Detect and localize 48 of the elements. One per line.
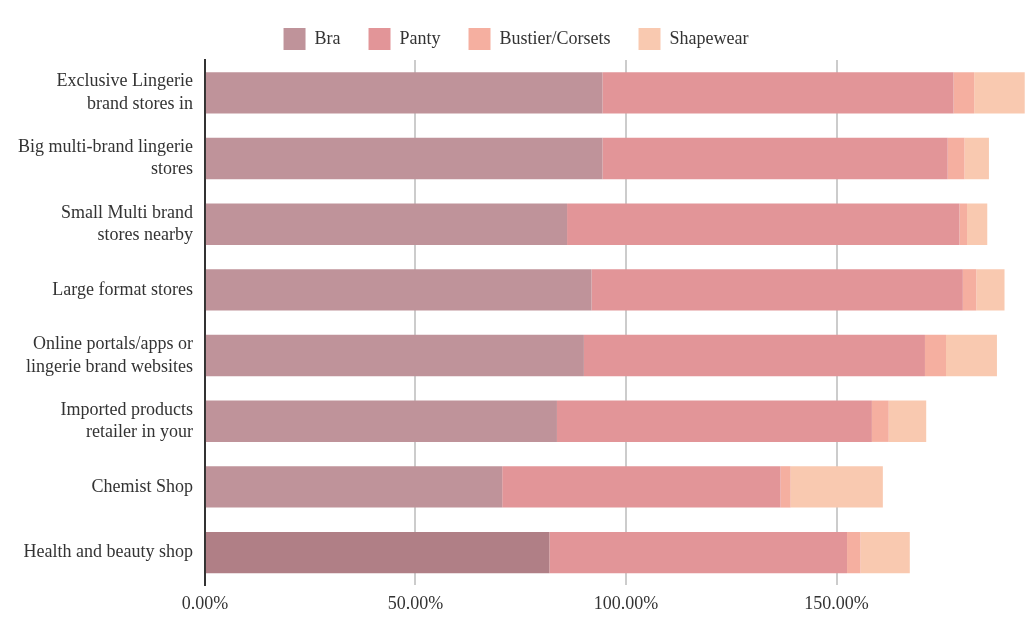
y-tick-label: Big multi-brand lingerie stores — [18, 136, 193, 179]
bar — [502, 466, 781, 508]
y-tick-label: Imported products retailer in your — [60, 398, 193, 442]
y-tick-label: Health and beauty shop — [23, 541, 193, 562]
legend-label: Bra — [314, 27, 341, 48]
bar — [959, 203, 968, 245]
bar — [556, 400, 872, 442]
y-tick-label: Online portals/apps or lingerie brand websites — [26, 333, 193, 376]
bar — [205, 269, 592, 311]
x-tick-label: 150.00% — [804, 592, 869, 613]
bar — [205, 203, 568, 245]
bar — [871, 400, 889, 442]
bar — [976, 269, 1005, 311]
bar — [924, 334, 946, 377]
bar — [549, 531, 848, 574]
bar — [953, 72, 975, 114]
bar — [790, 466, 883, 508]
bar — [967, 203, 988, 245]
bar — [567, 203, 960, 245]
x-tick-label: 0.00% — [181, 592, 229, 613]
legend-label: Shapewear — [669, 27, 749, 48]
bar — [964, 137, 989, 180]
y-tick-label: Small Multi brand stores nearby — [60, 201, 193, 245]
bar — [205, 400, 557, 442]
bar — [591, 269, 963, 311]
bar — [205, 334, 584, 377]
bar — [947, 137, 965, 180]
y-tick-label: Large format stores — [52, 278, 193, 299]
bar — [888, 400, 927, 442]
legend-label: Bustier/Corsets — [499, 27, 611, 48]
bar — [205, 137, 603, 180]
bar — [205, 531, 550, 574]
bar — [946, 334, 997, 377]
bar — [974, 72, 1025, 114]
bar — [205, 466, 503, 508]
bar — [583, 334, 925, 377]
x-tick-label: 50.00% — [387, 592, 444, 613]
bar — [602, 137, 948, 180]
bar — [205, 72, 603, 114]
x-tick-label: 100.00% — [593, 592, 659, 613]
legend-label: Panty — [399, 27, 441, 48]
bar — [962, 269, 977, 311]
bar — [780, 466, 791, 508]
bar — [602, 72, 954, 114]
y-tick-label: Exclusive Lingerie brand stores in — [56, 70, 193, 113]
y-tick-label: Chemist Shop — [91, 475, 193, 496]
bar — [847, 531, 861, 574]
bar — [860, 531, 910, 574]
